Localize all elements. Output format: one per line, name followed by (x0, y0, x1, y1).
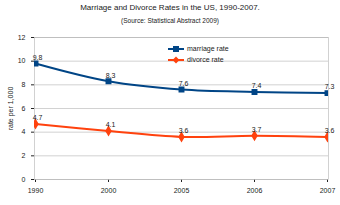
svg-text:2006: 2006 (247, 187, 263, 194)
svg-text:8: 8 (22, 81, 26, 88)
svg-text:7.4: 7.4 (252, 82, 262, 89)
svg-text:2005: 2005 (174, 187, 190, 194)
svg-text:2: 2 (22, 152, 26, 159)
svg-text:9.8: 9.8 (33, 54, 43, 61)
svg-text:2007: 2007 (320, 187, 336, 194)
svg-text:6: 6 (22, 105, 26, 112)
svg-text:3.6: 3.6 (179, 127, 189, 134)
svg-text:3.6: 3.6 (325, 127, 335, 134)
svg-text:10: 10 (18, 57, 26, 64)
svg-text:7.6: 7.6 (179, 80, 189, 87)
svg-text:7.3: 7.3 (325, 83, 335, 90)
svg-text:0: 0 (22, 176, 26, 183)
svg-text:rate per 1,000: rate per 1,000 (7, 87, 15, 131)
html-text:marriage rate: marriage rate (187, 45, 229, 52)
html-text:Marriage and Divorce Rates in: Marriage and Divorce Rates in the US, 19… (80, 3, 260, 12)
svg-text:4.7: 4.7 (33, 114, 43, 121)
svg-text:4.1: 4.1 (106, 121, 116, 128)
svg-text:12: 12 (18, 34, 26, 41)
svg-text:3.7: 3.7 (252, 126, 262, 133)
html-text:divorce rate: divorce rate (187, 56, 224, 63)
svg-text:2000: 2000 (101, 187, 117, 194)
svg-text:1990: 1990 (28, 187, 44, 194)
svg-text:4: 4 (22, 128, 26, 135)
svg-text:8.3: 8.3 (106, 72, 116, 79)
html-text:(Source: Statistical Abstract: (Source: Statistical Abstract 2009) (121, 17, 219, 24)
